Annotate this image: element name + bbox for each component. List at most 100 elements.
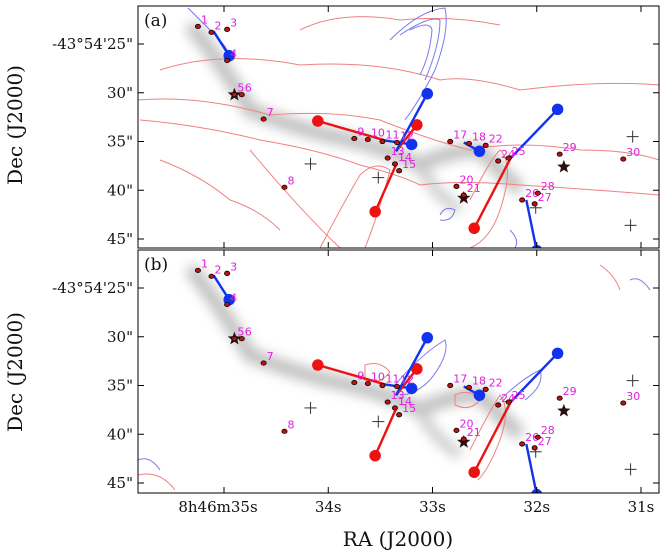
source-marker xyxy=(224,26,231,32)
outflow-blue-lobe xyxy=(525,443,543,493)
source-marker xyxy=(391,161,398,167)
source-marker xyxy=(534,434,541,440)
source-marker xyxy=(495,402,502,408)
red-contours xyxy=(138,16,659,248)
axes: 8h46m35s 34s 33s 32s 31s -43°54'25" 30" 35" 40" 4… xyxy=(52,6,659,516)
outflow-blue-lobe xyxy=(394,331,434,396)
source-marker xyxy=(556,395,563,401)
source-label: 12 xyxy=(400,373,414,386)
source-label: 20 xyxy=(459,417,473,430)
source-label: 8 xyxy=(287,174,294,187)
source-marker xyxy=(231,92,238,98)
source-marker xyxy=(394,139,401,146)
source-marker xyxy=(505,399,512,405)
source-label: 27 xyxy=(538,435,552,448)
x-tick-label: 32s xyxy=(523,498,550,516)
outflow-red-lobe xyxy=(312,115,386,142)
source-marker xyxy=(620,156,627,162)
cross-marker xyxy=(372,171,385,184)
source-marker xyxy=(224,270,231,276)
outflow-red-lobe xyxy=(312,359,386,386)
source-marker xyxy=(224,301,231,308)
cross-marker xyxy=(304,401,317,414)
source-marker xyxy=(519,441,526,447)
source-label: 6 xyxy=(245,326,252,339)
y-tick-label: 35" xyxy=(107,377,133,395)
outflow-blue-lobe xyxy=(509,103,564,159)
source-marker xyxy=(379,138,386,145)
cross-marker xyxy=(304,157,317,170)
source-label: 29 xyxy=(563,385,577,398)
source-label: 17 xyxy=(453,373,467,386)
star-marker xyxy=(557,403,571,417)
source-label: 5 xyxy=(237,326,244,339)
source-label: 4 xyxy=(230,48,237,61)
source-marker xyxy=(384,155,391,161)
y-tick-label: 30" xyxy=(107,84,133,102)
source-marker xyxy=(364,380,371,387)
source-label: 25 xyxy=(512,389,526,402)
y-tick-label: -43°54'25" xyxy=(52,35,133,53)
source-marker xyxy=(194,23,201,30)
y-axis-label-b: Dec (J2000) xyxy=(3,312,27,432)
x-tick-label: 31s xyxy=(628,498,655,516)
outflow-blue-lobe xyxy=(394,87,434,152)
source-marker xyxy=(482,386,489,392)
source-label: 1 xyxy=(201,257,208,270)
source-label: 11 xyxy=(385,373,399,386)
source-marker xyxy=(396,412,403,418)
source-label: 15 xyxy=(402,402,416,415)
outflow-red-lobe xyxy=(468,401,512,479)
source-label: 27 xyxy=(538,191,552,204)
panel-a-label: (a) xyxy=(144,11,167,31)
source-label: 14 xyxy=(398,151,412,164)
source-marker xyxy=(351,135,358,142)
source-marker xyxy=(208,29,215,35)
cross-marker xyxy=(624,219,637,232)
source-marker xyxy=(482,142,489,148)
source-label: 22 xyxy=(489,132,503,145)
source-marker xyxy=(224,57,231,64)
y-tick-label: 30" xyxy=(107,328,133,346)
source-label: 15 xyxy=(402,158,416,171)
source-label: 21 xyxy=(467,426,481,439)
source-marker xyxy=(447,138,454,145)
y-tick-label: -43°54'25" xyxy=(52,279,133,297)
source-marker xyxy=(379,382,386,389)
x-tick-label: 33s xyxy=(419,498,446,516)
source-marker xyxy=(396,168,403,174)
source-label: 20 xyxy=(459,173,473,186)
source-label: 18 xyxy=(472,130,486,143)
source-label: 9 xyxy=(357,370,364,383)
source-label: 6 xyxy=(245,82,252,95)
source-label: 24 xyxy=(501,392,515,405)
source-marker xyxy=(460,436,467,442)
source-label: 28 xyxy=(541,424,555,437)
source-label: 9 xyxy=(357,126,364,139)
outflow-red-lobe xyxy=(468,157,512,235)
source-marker xyxy=(231,336,238,342)
outflow-blue-lobe xyxy=(509,347,564,403)
source-label: 5 xyxy=(237,82,244,95)
source-marker xyxy=(208,273,215,279)
source-marker xyxy=(531,445,538,451)
source-label: 26 xyxy=(525,187,539,200)
source-label: 30 xyxy=(626,146,640,159)
source-label: 8 xyxy=(287,418,294,431)
source-marker xyxy=(391,405,398,411)
outflow-red-lobe xyxy=(369,164,398,218)
source-marker xyxy=(351,379,358,386)
source-marker xyxy=(281,428,288,434)
x-axis-label: RA (J2000) xyxy=(343,527,453,551)
outflow-blue-lobe xyxy=(525,199,543,248)
source-marker xyxy=(281,184,288,190)
source-marker xyxy=(260,360,267,366)
source-label: 12 xyxy=(400,129,414,142)
source-marker xyxy=(465,140,472,147)
outflow-blue-lobe xyxy=(212,274,235,306)
source-label: 10 xyxy=(371,127,385,140)
source-label: 4 xyxy=(230,292,237,305)
